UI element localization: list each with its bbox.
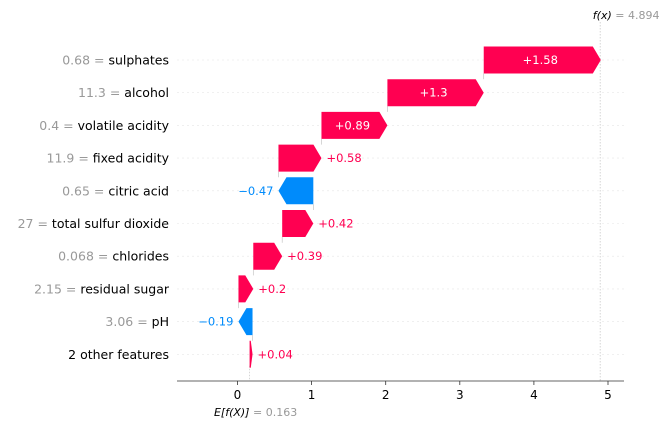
contribution-bar [321,111,388,139]
feature-value: 0.4 = [39,118,77,133]
feature-name: residual sugar [80,281,170,296]
contribution-bar [483,46,601,74]
connector-lines [238,22,601,381]
contribution-bar [282,210,314,237]
x-tick-label: 0 [234,388,242,402]
feature-label: 11.3 = alcohol [78,85,169,100]
contribution-bar [249,340,253,368]
feature-name: total sulfur dioxide [52,216,169,231]
feature-label: 27 = total sulfur dioxide [18,216,170,231]
contribution-label: +0.39 [287,249,322,263]
value-annotations: +1.58 +1.3 +0.89 +0.58 −0.47 +0.42 +0.39 +0.2 −0… [198,9,659,419]
feature-labels: 0.68 = sulphates 11.3 = alcohol 0.4 = vola… [18,53,170,362]
base-value-annotation: E[f(X)] = 0.163 [214,406,297,419]
contribution-label: +0.89 [335,118,370,132]
x-tick-label: 1 [308,388,316,402]
x-tick-label: 2 [382,388,390,402]
contribution-bar [278,177,314,205]
output-value-text: = 4.894 [615,9,659,22]
feature-value: 0.68 = [62,53,108,68]
contribution-bar [238,275,254,303]
feature-value: 11.3 = [78,85,124,100]
x-axis: 0 1 2 3 4 5 [177,380,624,402]
feature-label: 0.068 = chlorides [58,249,169,264]
feature-value: 27 = [18,216,52,231]
feature-value: 11.9 = [47,151,93,166]
x-tick-label: 4 [530,388,538,402]
feature-name: citric acid [108,183,169,198]
contribution-label: −0.19 [198,315,233,329]
feature-name: sulphates [108,53,169,68]
feature-name: alcohol [124,85,169,100]
contribution-label: +1.3 [420,86,448,100]
feature-value: 0.068 = [58,249,112,264]
contribution-bars [238,46,601,368]
contribution-label: +0.58 [326,151,361,165]
contribution-bar [253,242,283,270]
x-tick-label: 3 [456,388,464,402]
contribution-label: +1.58 [523,53,558,67]
contribution-label: −0.47 [238,184,273,198]
feature-value: 2.15 = [34,281,80,296]
feature-label: 0.65 = citric acid [62,183,169,198]
feature-name: pH [152,314,169,329]
contribution-label: +0.42 [318,217,353,231]
base-value-text: = 0.163 [253,406,297,419]
output-value-annotation: f(x) = 4.894 [593,9,660,22]
feature-name: fixed acidity [93,151,170,166]
feature-name: volatile acidity [78,118,170,133]
contribution-bar [278,144,322,172]
output-value-label: f(x) [593,9,615,22]
feature-label: 2.15 = residual sugar [34,281,170,296]
contribution-bar [387,79,484,107]
contribution-bar [238,308,253,336]
feature-label: 2 other features [68,347,169,362]
feature-label: 3.06 = pH [105,314,169,329]
feature-name: chlorides [112,249,169,264]
feature-label: 0.68 = sulphates [62,53,169,68]
contribution-label: +0.04 [258,347,293,361]
feature-name: 2 other features [68,347,169,362]
feature-label: 0.4 = volatile acidity [39,118,169,133]
base-value-label: E[f(X)] [214,406,253,419]
x-tick-label: 5 [604,388,612,402]
feature-label: 11.9 = fixed acidity [47,151,170,166]
contribution-label: +0.2 [258,282,286,296]
feature-value: 0.65 = [62,183,108,198]
feature-value: 3.06 = [105,314,151,329]
